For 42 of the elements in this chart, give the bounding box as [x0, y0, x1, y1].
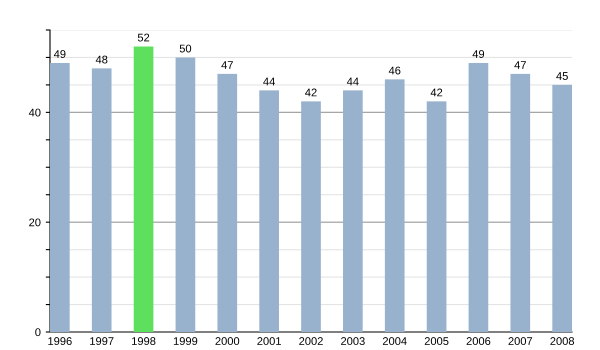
data-label: 49: [54, 50, 66, 58]
bar: [217, 74, 238, 332]
x-tick-label: 1996: [48, 337, 72, 346]
data-label: 44: [263, 78, 275, 86]
x-tick-label: 2000: [215, 337, 240, 346]
x-tick-label: 2004: [382, 337, 407, 346]
x-tick-label: 1997: [90, 337, 114, 346]
bar: [176, 57, 196, 332]
data-label: 45: [556, 72, 568, 80]
x-tick-label: 2002: [299, 337, 323, 346]
bar: [301, 101, 321, 332]
bar: [259, 90, 279, 332]
bar: [426, 101, 446, 332]
x-tick-label: 2001: [257, 337, 281, 346]
x-tick-label: 2008: [550, 337, 574, 346]
data-label: 47: [221, 61, 233, 69]
data-label: 46: [388, 66, 400, 74]
data-label: 48: [96, 56, 108, 64]
bar: [384, 79, 405, 332]
y-tick-label: 20: [29, 218, 41, 226]
data-label: 42: [430, 88, 442, 96]
x-tick-label: 1999: [174, 337, 198, 346]
bar: [92, 68, 112, 332]
data-label: 44: [346, 78, 359, 86]
y-tick-label: 0: [35, 328, 41, 336]
bar: [50, 62, 70, 332]
bar: [468, 62, 488, 332]
data-label: 49: [472, 50, 484, 58]
y-tick-label: 40: [28, 108, 41, 116]
bar: [510, 74, 530, 332]
x-tick-label: 1998: [132, 337, 156, 346]
data-label: 47: [514, 61, 526, 69]
bar: [552, 84, 572, 332]
bar: [343, 90, 363, 332]
bar: [134, 46, 154, 332]
x-tick-label: 2005: [424, 337, 448, 346]
data-label: 42: [305, 88, 317, 96]
x-tick-label: 2006: [466, 337, 490, 346]
data-label: 52: [138, 34, 150, 42]
x-tick-label: 2003: [341, 337, 365, 346]
x-tick-label: 2007: [508, 337, 532, 346]
data-label: 50: [180, 44, 192, 52]
